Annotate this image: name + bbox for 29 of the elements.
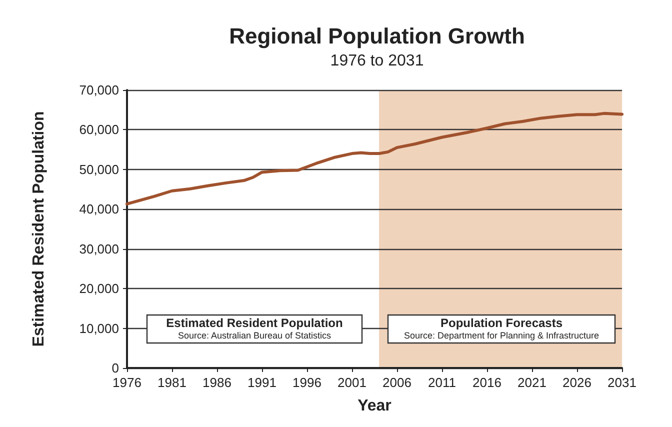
y-tick-label: 0 bbox=[112, 360, 119, 376]
x-tick-label: 1991 bbox=[248, 375, 276, 390]
y-tick-label: 50,000 bbox=[79, 162, 119, 177]
x-tick-label: 2006 bbox=[382, 375, 412, 390]
x-tick-label: 2031 bbox=[608, 375, 636, 390]
y-tick-label: 60,000 bbox=[79, 122, 119, 138]
x-tick-label: 2011 bbox=[428, 375, 456, 390]
y-tick-label: 20,000 bbox=[79, 281, 119, 296]
y-axis-title: Estimated Resident Population bbox=[30, 111, 48, 347]
annotation: Source: Department for Planning & Infrastructure bbox=[404, 330, 600, 340]
x-axis-title: Year bbox=[358, 398, 392, 414]
y-tick-label: 70,000 bbox=[79, 82, 119, 98]
x-tick-label: 2001 bbox=[338, 375, 366, 390]
x-tick-label: 2016 bbox=[472, 375, 502, 390]
x-tick-label: 1981 bbox=[158, 375, 186, 390]
annotation: Source: Australian Bureau of Statistics bbox=[178, 330, 332, 340]
x-tick-label: 2026 bbox=[562, 375, 592, 390]
y-tick-label: 30,000 bbox=[79, 241, 119, 256]
x-tick-label: 1996 bbox=[292, 375, 322, 390]
y-tick-label: 10,000 bbox=[79, 320, 119, 336]
x-tick-label: 2021 bbox=[518, 375, 546, 390]
x-tick-label: 1986 bbox=[202, 375, 232, 390]
chart-title: Regional Population Growth bbox=[229, 24, 525, 48]
y-tick-label: 40,000 bbox=[79, 202, 119, 217]
x-tick-label: 1976 bbox=[112, 375, 142, 390]
chart-subtitle: 1976 to 2031 bbox=[330, 52, 424, 70]
annotation: Estimated Resident Population bbox=[166, 316, 343, 330]
annotation: Population Forecasts bbox=[440, 316, 563, 330]
line-series bbox=[126, 112, 624, 206]
